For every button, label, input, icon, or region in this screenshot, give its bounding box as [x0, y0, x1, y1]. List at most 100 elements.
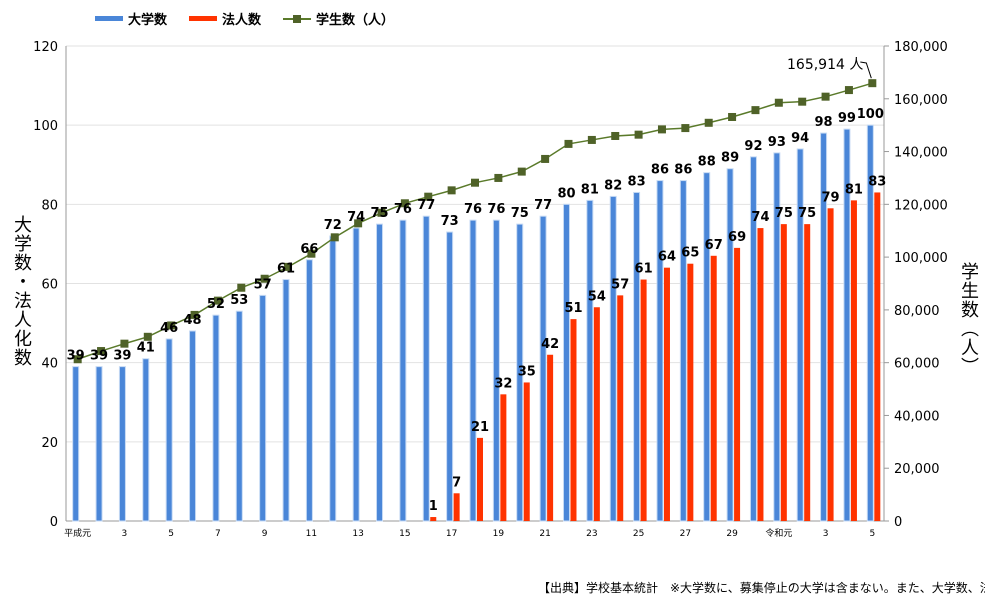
- right-tick-label: 60,000: [894, 357, 940, 372]
- bar-universities: [796, 148, 804, 522]
- bar-corporations: [850, 200, 857, 521]
- data-label-corporations: 21: [471, 420, 489, 435]
- x-tick-label: 5: [869, 529, 875, 539]
- data-label-universities: 39: [113, 349, 131, 364]
- x-tick-label: 25: [633, 529, 644, 539]
- students-marker: [377, 208, 386, 217]
- bar-universities: [866, 124, 874, 522]
- data-label-universities: 39: [67, 349, 85, 364]
- data-label-universities: 76: [487, 202, 505, 217]
- bar-universities: [212, 314, 220, 522]
- x-tick-label: 27: [680, 529, 691, 539]
- students-marker: [728, 112, 737, 121]
- callout-label: 165,914 人: [787, 57, 864, 73]
- students-marker: [97, 347, 106, 356]
- x-tick-label: 3: [122, 529, 128, 539]
- bar-universities: [446, 231, 454, 522]
- data-label-corporations: 81: [845, 182, 863, 197]
- bar-universities: [843, 128, 851, 522]
- bar-universities: [376, 223, 384, 522]
- right-axis-title: 学生数（人）: [958, 262, 979, 376]
- bar-corporations: [477, 437, 483, 521]
- students-marker: [611, 131, 620, 140]
- x-tick-label: 令和元: [765, 527, 792, 539]
- data-label-universities: 88: [698, 155, 716, 170]
- legend-label: 大学数: [128, 13, 168, 28]
- legend-swatch-red: [189, 16, 218, 21]
- data-label-corporations: 7: [452, 475, 461, 490]
- data-label-universities: 76: [464, 202, 482, 217]
- data-label-corporations: 51: [564, 301, 582, 316]
- bar-universities: [656, 180, 664, 522]
- data-label-corporations: 79: [822, 190, 840, 205]
- data-label-universities: 77: [417, 198, 435, 213]
- students-marker: [774, 98, 783, 107]
- right-tick-label: 80,000: [894, 304, 940, 319]
- right-tick-label: 120,000: [894, 198, 948, 213]
- legend-item-universities: 大学数: [95, 9, 167, 28]
- x-tick-label: 5: [168, 529, 174, 539]
- students-marker: [73, 355, 82, 364]
- bar-corporations: [687, 263, 694, 521]
- students-marker: [844, 86, 853, 95]
- students-marker: [868, 79, 877, 88]
- students-marker: [821, 92, 830, 101]
- students-marker: [751, 106, 760, 115]
- right-tick-label: 180,000: [894, 40, 948, 55]
- students-marker: [681, 124, 690, 133]
- right-tick-label: 100,000: [894, 251, 948, 266]
- students-marker: [400, 199, 409, 208]
- x-tick-label: 平成元: [64, 527, 91, 539]
- bar-universities: [329, 235, 337, 522]
- bar-universities: [679, 180, 687, 522]
- bar-universities: [516, 223, 524, 522]
- bar-corporations: [593, 307, 600, 521]
- data-label-universities: 46: [160, 321, 178, 336]
- data-label-corporations: 35: [518, 364, 536, 379]
- bar-corporations: [663, 267, 670, 521]
- students-marker: [260, 274, 269, 283]
- data-label-corporations: 32: [494, 376, 512, 391]
- bar-universities: [118, 366, 126, 522]
- data-label-corporations: 54: [588, 289, 606, 304]
- bar-corporations: [617, 295, 624, 521]
- data-label-universities: 89: [721, 151, 739, 166]
- data-label-universities: 76: [394, 202, 412, 217]
- legend-label: 法人数: [222, 13, 262, 28]
- students-marker: [517, 167, 526, 176]
- right-tick-label: 40,000: [894, 409, 940, 424]
- x-tick-label: 29: [726, 529, 738, 539]
- students-marker: [213, 296, 222, 305]
- data-label-corporations: 65: [681, 246, 699, 261]
- x-tick-label: 9: [262, 529, 268, 539]
- x-tick-label: 13: [352, 529, 363, 539]
- left-tick-label: 20: [41, 436, 58, 451]
- students-marker: [634, 130, 643, 139]
- bar-universities: [539, 215, 547, 522]
- legend-item-students: 学生数（人）: [283, 9, 394, 28]
- legend-swatch-blue: [95, 16, 123, 21]
- data-label-universities: 94: [791, 131, 809, 146]
- bar-corporations: [710, 255, 717, 521]
- source-note: 【出典】学校基本統計 ※大学数に、募集停止の大学は含まない。また、大学数、法人数…: [538, 581, 985, 595]
- students-marker: [330, 233, 339, 242]
- bar-universities: [633, 191, 641, 522]
- data-label-universities: 99: [838, 111, 856, 126]
- x-tick-label: 7: [215, 529, 221, 539]
- data-label-corporations: 74: [751, 210, 769, 225]
- bar-universities: [703, 172, 711, 522]
- callout-leader: [860, 61, 872, 79]
- students-marker: [447, 186, 456, 195]
- bar-universities: [189, 330, 197, 522]
- bar-universities: [259, 294, 267, 522]
- bar-universities: [282, 279, 290, 522]
- bar-universities: [235, 310, 243, 522]
- right-tick-label: 20,000: [894, 462, 940, 477]
- left-tick-label: 60: [41, 278, 58, 293]
- data-label-universities: 81: [581, 182, 599, 197]
- bar-universities: [95, 366, 103, 522]
- bar-corporations: [430, 517, 437, 521]
- x-tick-label: 11: [306, 529, 317, 539]
